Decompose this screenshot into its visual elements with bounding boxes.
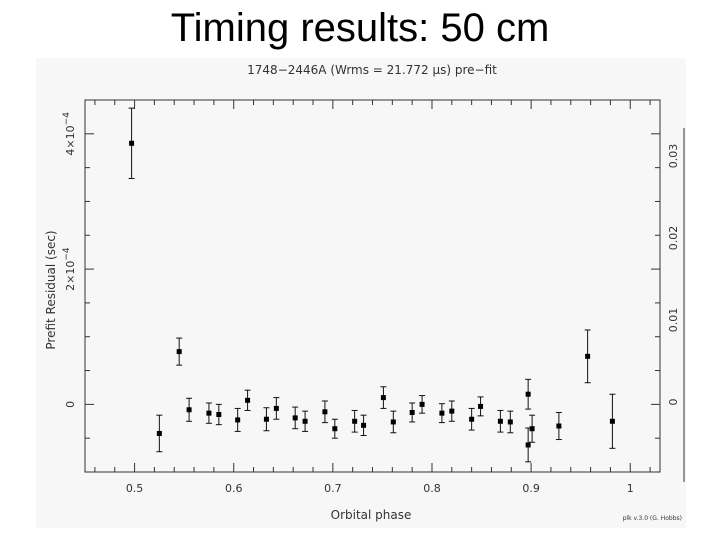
y-tick-label: 0 [64, 401, 77, 408]
data-point [302, 418, 308, 424]
data-point [263, 416, 269, 422]
data-point [206, 410, 212, 416]
data-point [419, 401, 425, 407]
axes-layer: 0.5 0.6 0.7 0.8 0.9 1 0 2×10−4 4×10−4 0 0.01 0.02 0.… [62, 99, 680, 495]
data-point [235, 417, 241, 423]
data-point [129, 140, 135, 146]
plot-panel [36, 58, 686, 528]
data-point [478, 403, 484, 409]
data-point [497, 418, 503, 424]
data-point [245, 397, 251, 403]
points-layer [128, 107, 616, 463]
data-point [273, 405, 279, 411]
right-axis-label: 0.03 [667, 144, 680, 169]
data-point [186, 407, 192, 413]
y-tick-label: 4×10−4 [62, 112, 77, 156]
x-tick-label: 0.6 [225, 482, 243, 495]
slide-title: Timing results: 50 cm [170, 6, 550, 50]
right-axis-label: 0.02 [667, 226, 680, 251]
right-axis-label: 0.01 [667, 308, 680, 333]
right-axis-label: 0 [667, 399, 680, 406]
x-tick-label: 0.7 [324, 482, 342, 495]
x-tick-label: 0.8 [423, 482, 441, 495]
data-point [352, 418, 358, 424]
data-point [292, 415, 298, 421]
x-axis-label: Orbital phase [331, 508, 412, 522]
data-point [525, 442, 531, 448]
data-point [390, 419, 396, 425]
x-tick-label: 0.9 [522, 482, 540, 495]
data-point [216, 412, 222, 418]
data-point [332, 426, 338, 432]
y-tick-exponent: −4 [62, 247, 72, 261]
y-tick-label: 2×10−4 [62, 247, 77, 291]
data-point [556, 423, 562, 429]
chart-title: 1748−2446A (Wrms = 21.772 μs) pre−fit [247, 63, 497, 77]
data-point [449, 408, 455, 414]
plot-frame [84, 99, 661, 473]
data-point [585, 353, 591, 359]
data-point [469, 416, 475, 422]
data-point [361, 422, 367, 428]
x-tick-label: 1 [627, 482, 634, 495]
y-tick-exponent: −4 [62, 112, 72, 126]
data-point [409, 409, 415, 415]
x-tick-label: 0.5 [126, 482, 144, 495]
data-point [176, 349, 182, 355]
data-point [525, 391, 531, 397]
data-point [507, 419, 513, 425]
data-point [380, 395, 386, 401]
credit-text: plk v.3.0 (G. Hobbs) [623, 515, 682, 522]
data-point [529, 426, 535, 432]
data-point [439, 410, 445, 416]
data-point [322, 409, 328, 415]
y-axis-label: Prefit Residual (sec) [44, 230, 58, 349]
data-point [609, 418, 615, 424]
data-point [156, 430, 162, 436]
